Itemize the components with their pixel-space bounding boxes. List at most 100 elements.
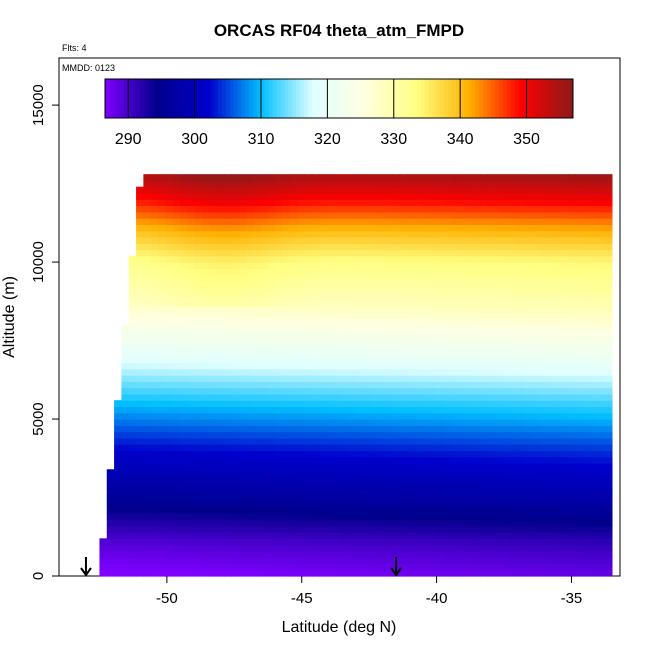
heatmap-cell <box>370 211 379 219</box>
heatmap-cell <box>99 544 108 552</box>
heatmap-cell <box>143 274 152 282</box>
heatmap-cell <box>297 331 306 339</box>
heatmap-cell <box>128 312 137 320</box>
heatmap-cell <box>604 324 613 332</box>
heatmap-cell <box>567 488 576 495</box>
heatmap-cell <box>348 444 357 452</box>
heatmap-cell <box>304 312 313 320</box>
heatmap-cell <box>480 299 489 307</box>
heatmap-cell <box>531 274 540 282</box>
heatmap-cell <box>172 236 181 244</box>
heatmap-cell <box>165 462 174 470</box>
heatmap-cell <box>311 544 320 552</box>
heatmap-cell <box>538 569 547 577</box>
heatmap-cell <box>560 224 569 232</box>
heatmap-cell <box>450 532 459 539</box>
heatmap-cell <box>238 450 247 458</box>
heatmap-cell <box>589 563 598 571</box>
heatmap-cell <box>231 331 240 339</box>
heatmap-cell <box>319 255 327 263</box>
heatmap-cell <box>260 268 269 276</box>
heatmap-cell <box>597 488 606 495</box>
heatmap-cell <box>348 293 357 301</box>
heatmap-cell <box>465 299 474 307</box>
heatmap-cell <box>355 419 364 426</box>
heatmap-cell <box>538 356 547 364</box>
heatmap-cell <box>319 199 327 207</box>
heatmap-cell <box>436 456 445 464</box>
heatmap-cell <box>377 337 386 345</box>
heatmap-cell <box>516 519 525 527</box>
heatmap-cell <box>472 318 481 326</box>
heatmap-cell <box>465 450 474 458</box>
heatmap-cell <box>428 274 437 282</box>
heatmap-cell <box>179 186 188 194</box>
heatmap-cell <box>201 174 210 182</box>
heatmap-cell <box>443 519 452 527</box>
heatmap-cell <box>502 255 511 263</box>
heatmap-cell <box>238 180 247 188</box>
heatmap-cell <box>604 211 613 219</box>
heatmap-cell <box>421 569 430 577</box>
heatmap-cell <box>436 563 445 571</box>
heatmap-cell <box>384 331 393 339</box>
heatmap-cell <box>158 174 166 182</box>
heatmap-cell <box>567 544 576 552</box>
heatmap-cell <box>223 274 232 282</box>
heatmap-cell <box>216 205 225 213</box>
heatmap-cell <box>487 481 496 489</box>
heatmap-cell <box>443 218 452 225</box>
heatmap-cell <box>494 312 503 320</box>
heatmap-cell <box>384 230 393 238</box>
heatmap-cell <box>289 343 298 351</box>
heatmap-cell <box>436 174 445 182</box>
heatmap-cell <box>582 299 591 307</box>
heatmap-cell <box>575 318 584 326</box>
heatmap-cell <box>348 569 357 577</box>
heatmap-cell <box>348 186 357 194</box>
heatmap-cell <box>363 444 371 452</box>
heatmap-cell <box>560 186 569 194</box>
heatmap-cell <box>245 349 254 357</box>
heatmap-cell <box>165 192 174 200</box>
heatmap-cell <box>604 406 613 414</box>
heatmap-cell <box>348 205 357 213</box>
heatmap-cell <box>209 544 218 552</box>
heatmap-cell <box>238 519 247 527</box>
heatmap-cell <box>231 186 240 194</box>
heatmap-cell <box>297 462 306 470</box>
heatmap-cell <box>297 550 306 558</box>
heatmap-cell <box>201 431 210 439</box>
heatmap-cell <box>502 425 511 433</box>
heatmap-cell <box>531 393 540 401</box>
heatmap-cell <box>560 274 569 282</box>
colorbar-segment <box>483 79 488 118</box>
heatmap-cell <box>304 293 313 301</box>
heatmap-cell <box>201 362 210 370</box>
heatmap-cell <box>333 513 342 521</box>
heatmap-cell <box>275 557 284 565</box>
heatmap-cell <box>597 236 606 244</box>
heatmap-cell <box>436 393 445 401</box>
heatmap-cell <box>319 362 327 370</box>
colorbar-segment <box>417 79 422 118</box>
heatmap-cell <box>187 299 196 307</box>
heatmap-cell <box>589 544 598 552</box>
heatmap-cell <box>582 205 591 213</box>
heatmap-cell <box>392 444 401 452</box>
heatmap-cell <box>297 400 306 408</box>
heatmap-cell <box>443 494 452 502</box>
heatmap-cell <box>531 230 540 238</box>
heatmap-cell <box>560 425 569 433</box>
heatmap-cell <box>516 387 525 395</box>
heatmap-cell <box>436 349 445 357</box>
heatmap-cell <box>304 262 313 269</box>
heatmap-cell <box>509 400 518 408</box>
heatmap-cell <box>158 243 166 251</box>
heatmap-cell <box>502 199 511 207</box>
heatmap-cell <box>384 199 393 207</box>
heatmap-cell <box>179 255 188 263</box>
heatmap-cell <box>267 224 276 232</box>
heatmap-cell <box>538 550 547 558</box>
heatmap-cell <box>392 337 401 345</box>
